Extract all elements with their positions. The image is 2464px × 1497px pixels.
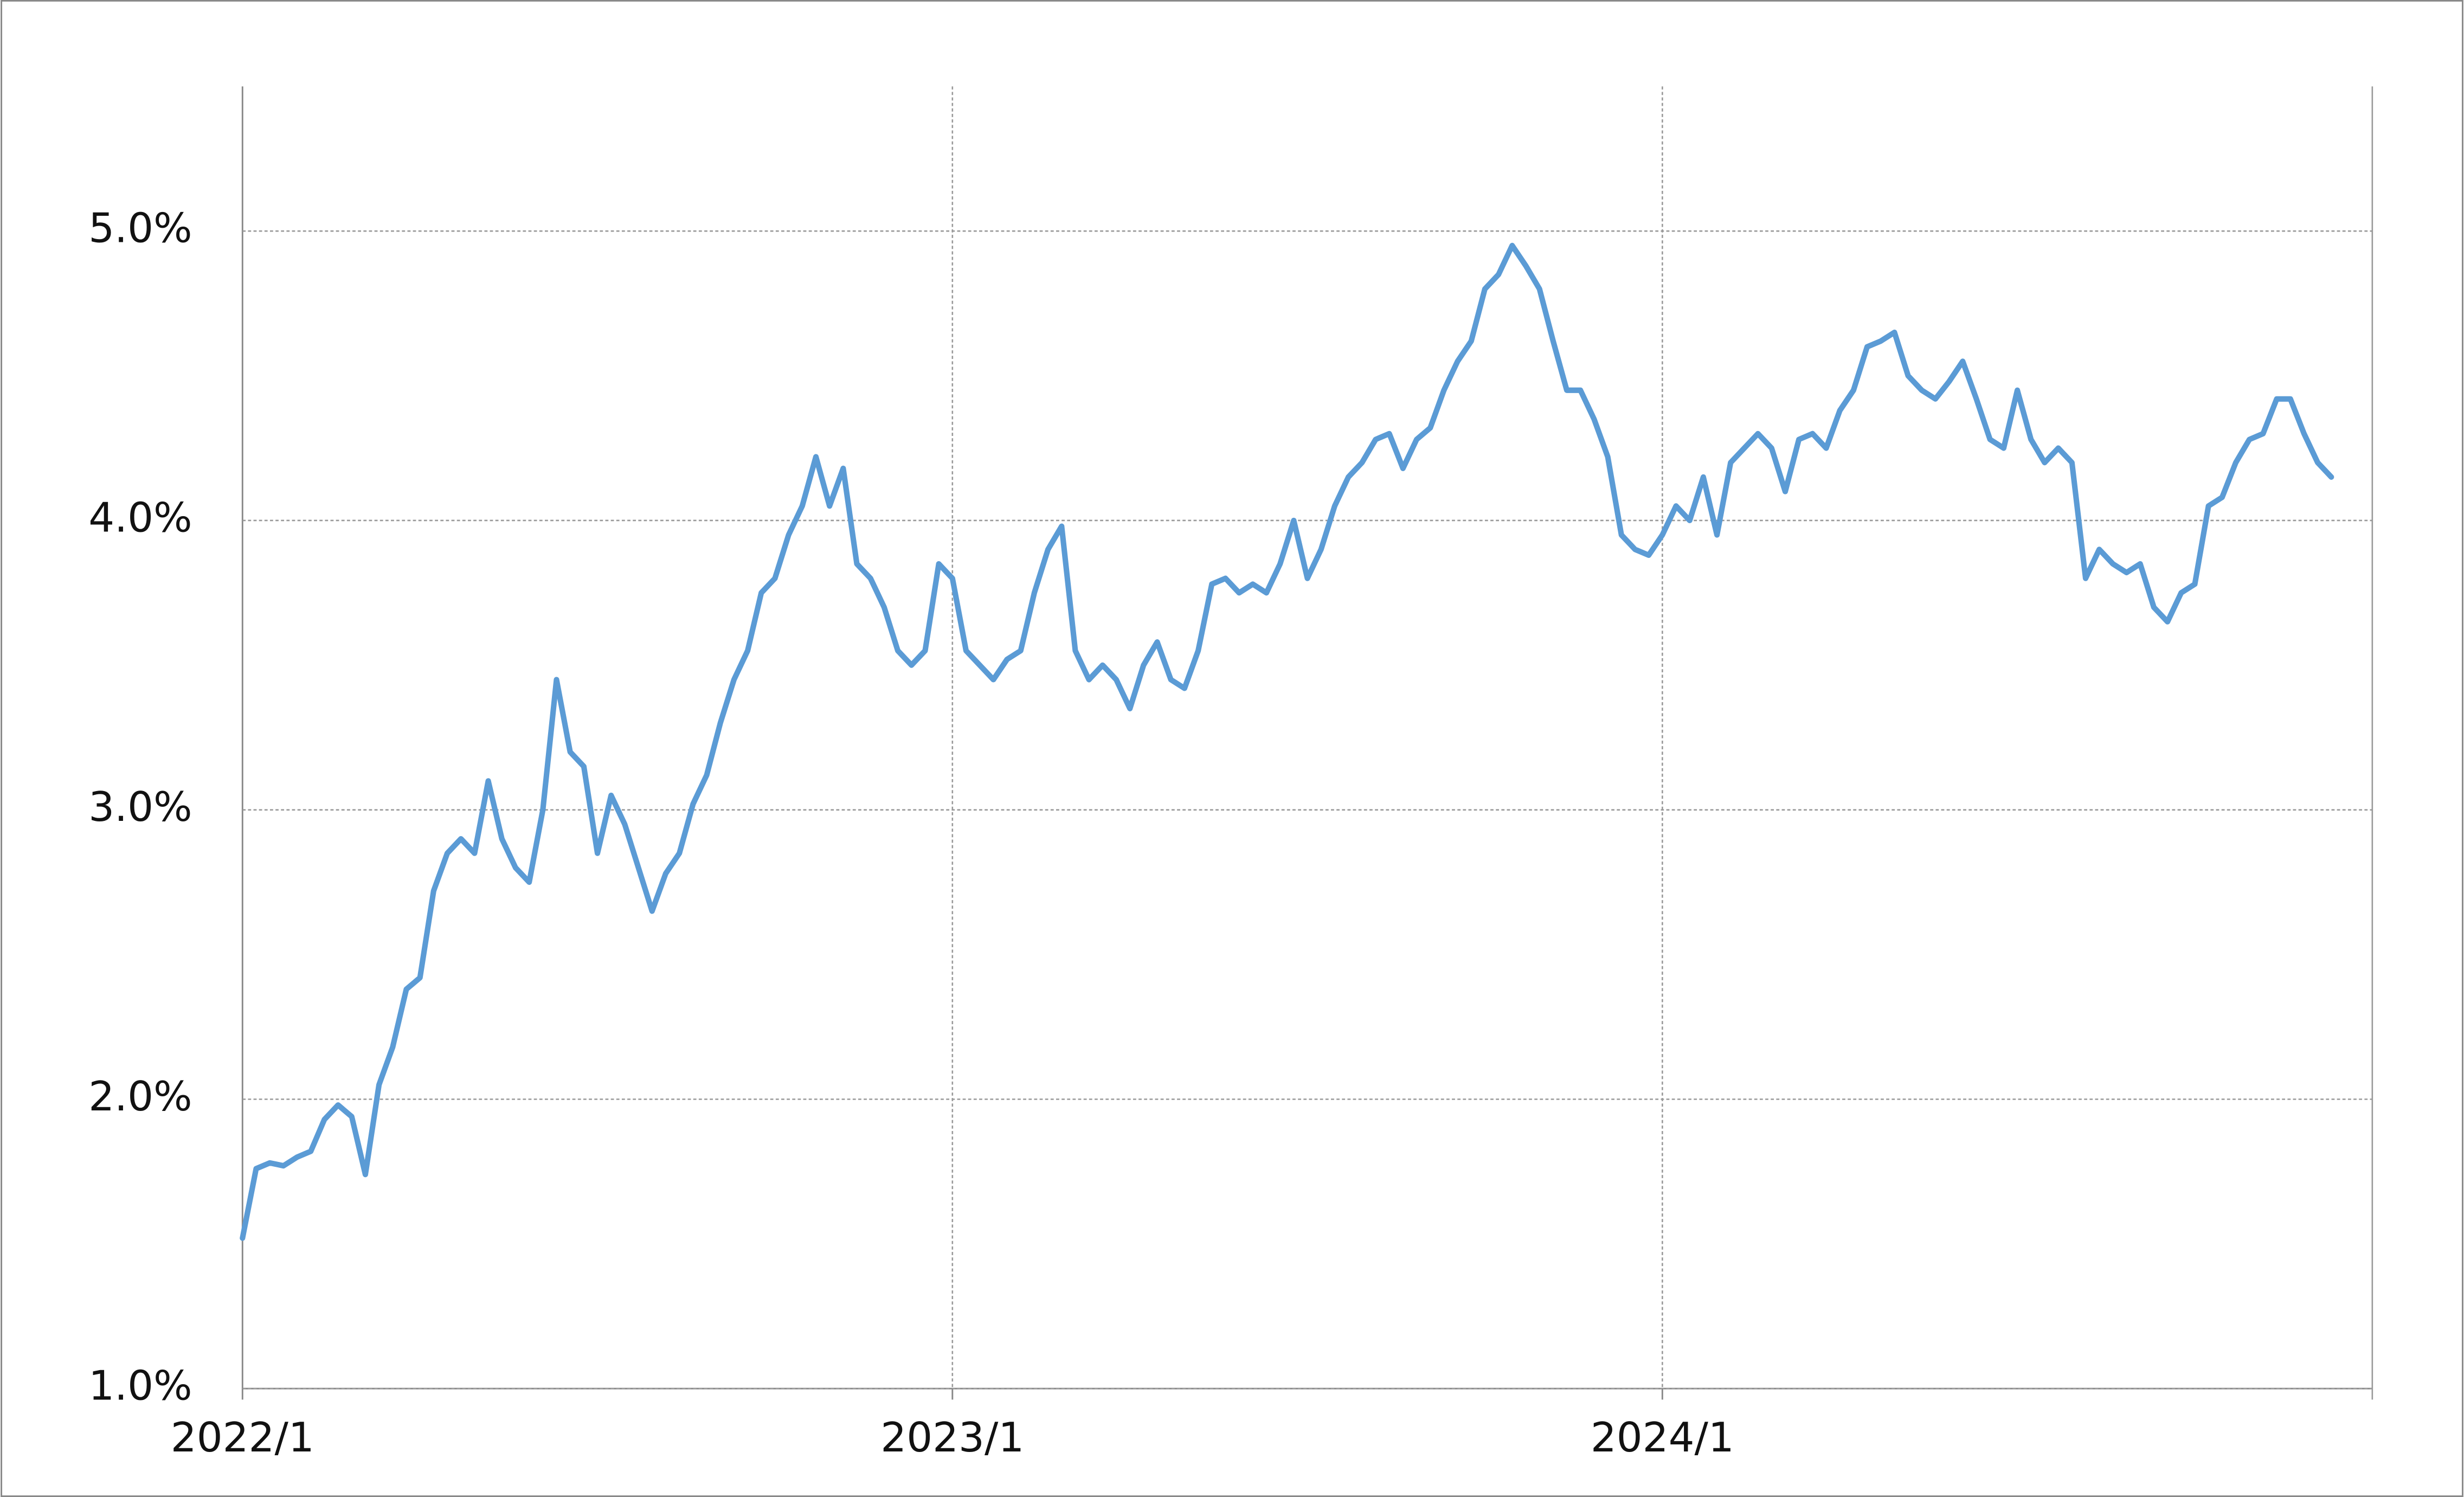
series-line — [240, 242, 2334, 1241]
y-tick-label: 1.0% — [88, 1362, 192, 1410]
x-tick-label: 2023/1 — [880, 1414, 1024, 1461]
y-tick-label: 3.0% — [88, 783, 192, 831]
x-tick-label: 2022/1 — [171, 1414, 314, 1461]
y-tick-label: 4.0% — [88, 493, 192, 541]
x-tick-label: 2024/1 — [1591, 1414, 1734, 1461]
y-tick-label: 2.0% — [88, 1072, 192, 1120]
y-tick-label: 5.0% — [88, 204, 192, 252]
